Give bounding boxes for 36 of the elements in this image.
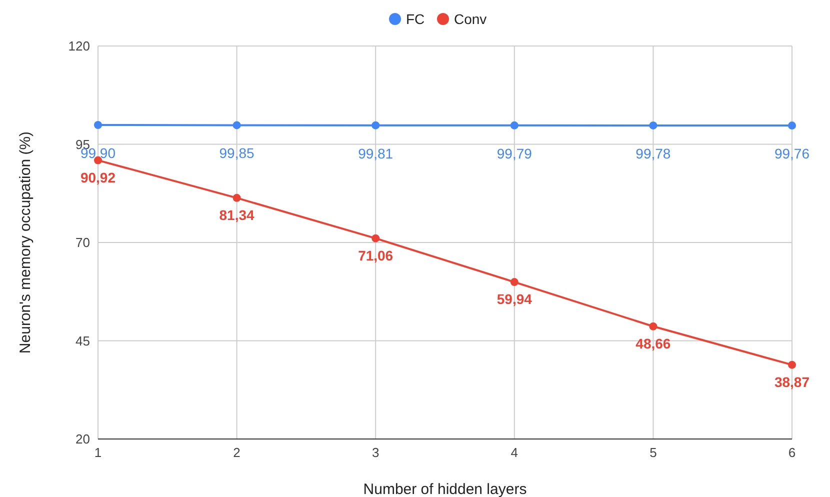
point [94,120,102,129]
y-tick-label: 20 [76,432,90,447]
point [372,121,380,130]
point [372,234,380,242]
data-label: 99,76 [774,146,810,162]
point [510,278,518,286]
point [788,360,796,369]
data-label: 99,81 [358,145,394,162]
y-tick-label: 120 [68,38,90,54]
data-label: 38,87 [774,374,810,390]
x-tick-label: 3 [372,445,380,460]
point [232,194,241,202]
point [788,122,796,130]
point [649,121,658,130]
data-label: 90,92 [80,169,116,186]
x-tick-label: 4 [510,445,518,460]
x-tick-label: 6 [788,445,796,460]
y-tick-label: 70 [76,235,90,250]
y-axis-title: Neuron's memory occupation (%) [17,131,34,354]
data-label: 59,94 [496,291,532,308]
data-label: 99,79 [496,145,532,162]
point [649,322,658,330]
point [510,121,518,130]
y-tick-label: 45 [76,333,90,348]
data-label: 99,85 [219,145,255,162]
x-axis-title: Number of hidden layers [363,481,527,497]
point [232,121,241,130]
data-label: 71,06 [358,247,394,264]
legend-label: Conv [454,11,487,27]
x-tick-label: 5 [650,445,657,460]
data-label: 48,66 [636,335,671,352]
x-tick-label: 2 [233,445,240,460]
data-label: 81,34 [219,206,255,223]
legend-label: FC [406,11,425,27]
data-label: 99,78 [636,145,671,162]
x-tick-label: 1 [94,445,102,460]
